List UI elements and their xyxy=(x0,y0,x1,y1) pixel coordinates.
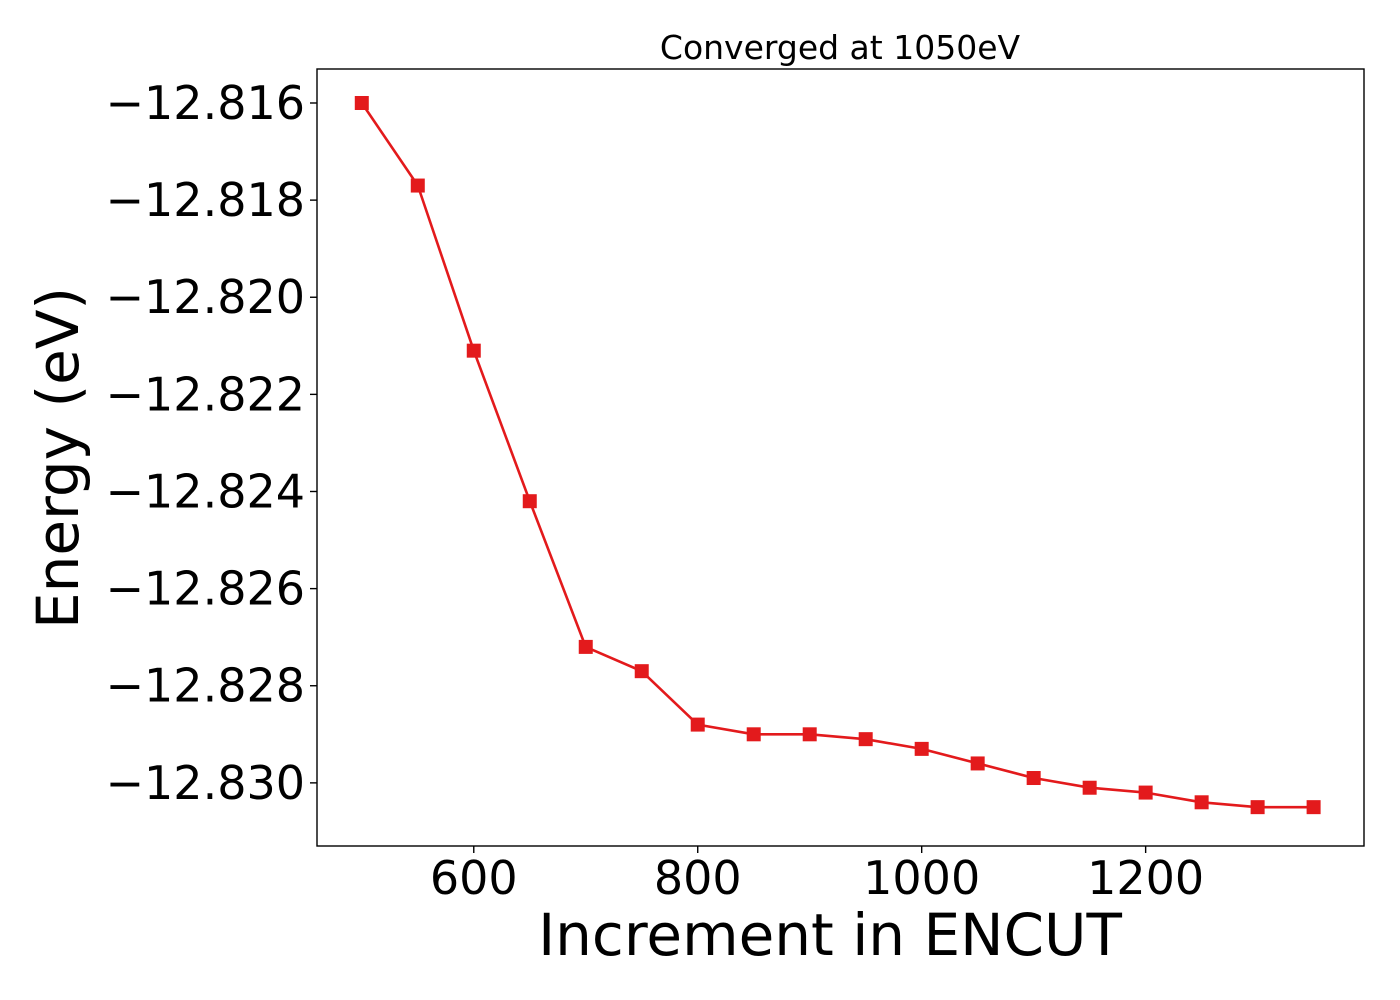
x-tick-label: 800 xyxy=(654,851,742,905)
data-point xyxy=(802,727,817,742)
data-point xyxy=(970,756,985,771)
data-point xyxy=(410,178,425,193)
y-axis-label: Energy (eV) xyxy=(24,287,92,629)
x-tick-label: 600 xyxy=(430,851,518,905)
x-axis: 600 800 1000 1200 xyxy=(430,846,1204,905)
y-tick-label: −12.822 xyxy=(106,367,306,421)
y-tick-label: −12.826 xyxy=(106,562,306,616)
y-tick-label: −12.824 xyxy=(106,464,306,518)
y-tick-label: −12.828 xyxy=(106,659,306,713)
y-tick-label: −12.816 xyxy=(106,76,306,130)
x-tick-label: 1200 xyxy=(1087,851,1204,905)
y-tick-label: −12.830 xyxy=(106,756,306,810)
data-point xyxy=(1194,795,1209,810)
data-point xyxy=(1138,785,1153,800)
data-point xyxy=(522,494,537,509)
data-point xyxy=(858,732,873,747)
data-point xyxy=(578,639,593,654)
x-axis-label: Increment in ENCUT xyxy=(538,901,1122,969)
plot-area xyxy=(354,95,1321,815)
data-point xyxy=(634,664,649,679)
y-tick-label: −12.820 xyxy=(106,270,306,324)
y-tick-label: −12.818 xyxy=(106,173,306,227)
x-tick-label: 1000 xyxy=(863,851,980,905)
chart-title: Converged at 1050eV xyxy=(660,28,1021,67)
data-point xyxy=(1082,780,1097,795)
plot-frame xyxy=(316,68,1365,847)
series-line xyxy=(360,102,1314,809)
y-axis: −12.816 −12.818 −12.820 −12.822 −12.824 −12.8… xyxy=(106,76,317,810)
data-point xyxy=(914,741,929,756)
data-point xyxy=(746,727,761,742)
data-point xyxy=(354,95,369,110)
data-point xyxy=(466,343,481,358)
data-point xyxy=(1306,800,1321,815)
data-point xyxy=(1250,800,1265,815)
data-point xyxy=(1026,771,1041,786)
data-point xyxy=(690,717,705,732)
